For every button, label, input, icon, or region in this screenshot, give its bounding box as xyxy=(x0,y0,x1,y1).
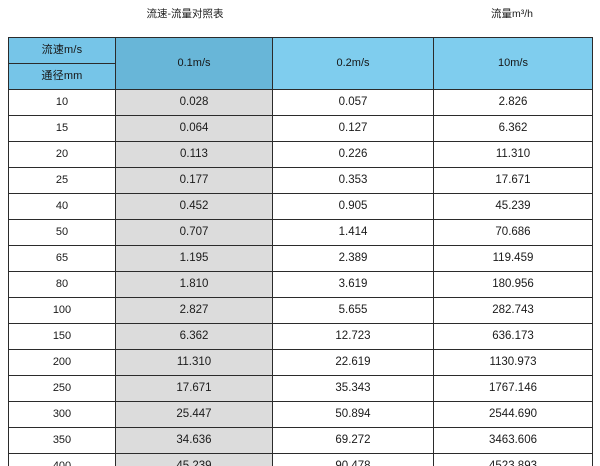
cell-flow-v10: 11.310 xyxy=(433,141,593,168)
cell-flow-v10: 636.173 xyxy=(433,323,593,350)
table-row: 300 25.447 50.894 2544.690 xyxy=(8,401,593,428)
caption-row: 流速-流量对照表 流量m³/h xyxy=(0,0,600,34)
table-row: 350 34.636 69.272 3463.606 xyxy=(8,427,593,454)
cell-flow-v01: 2.827 xyxy=(115,297,273,324)
table-container: 流速m/s 通径mm 0.1m/s 0.2m/s 10m/s 10 0.028 0.… xyxy=(8,37,593,466)
column-header-v01: 0.1m/s xyxy=(115,37,273,90)
cell-flow-v10: 70.686 xyxy=(433,219,593,246)
cell-diameter: 20 xyxy=(8,141,116,168)
cell-flow-v10: 45.239 xyxy=(433,193,593,220)
flow-unit-label: 流量m³/h xyxy=(491,8,533,20)
cell-flow-v10: 4523.893 xyxy=(433,453,593,466)
cell-diameter: 150 xyxy=(8,323,116,350)
cell-flow-v10: 119.459 xyxy=(433,245,593,272)
column-header-v02: 0.2m/s xyxy=(272,37,434,90)
cell-flow-v02: 0.127 xyxy=(272,115,434,142)
table-head: 流速m/s 通径mm 0.1m/s 0.2m/s 10m/s xyxy=(8,37,593,90)
table-row: 50 0.707 1.414 70.686 xyxy=(8,219,593,246)
table-row: 15 0.064 0.127 6.362 xyxy=(8,115,593,142)
table-row: 400 45.239 90.478 4523.893 xyxy=(8,453,593,466)
cell-diameter: 400 xyxy=(8,453,116,466)
cell-diameter: 25 xyxy=(8,167,116,194)
cell-diameter: 100 xyxy=(8,297,116,324)
table-row: 200 11.310 22.619 1130.973 xyxy=(8,349,593,376)
cell-flow-v01: 0.064 xyxy=(115,115,273,142)
cell-flow-v01: 1.195 xyxy=(115,245,273,272)
cell-diameter: 300 xyxy=(8,401,116,428)
cell-flow-v02: 35.343 xyxy=(272,375,434,402)
cell-flow-v01: 0.707 xyxy=(115,219,273,246)
table-row: 10 0.028 0.057 2.826 xyxy=(8,89,593,116)
cell-flow-v10: 6.362 xyxy=(433,115,593,142)
table-row: 250 17.671 35.343 1767.146 xyxy=(8,375,593,402)
cell-flow-v10: 2.826 xyxy=(433,89,593,116)
cell-flow-v02: 3.619 xyxy=(272,271,434,298)
table-row: 150 6.362 12.723 636.173 xyxy=(8,323,593,350)
cell-flow-v01: 6.362 xyxy=(115,323,273,350)
cell-flow-v02: 0.057 xyxy=(272,89,434,116)
cell-flow-v02: 2.389 xyxy=(272,245,434,272)
cell-flow-v01: 17.671 xyxy=(115,375,273,402)
cell-flow-v02: 5.655 xyxy=(272,297,434,324)
cell-diameter: 40 xyxy=(8,193,116,220)
cell-diameter: 350 xyxy=(8,427,116,454)
cell-diameter: 80 xyxy=(8,271,116,298)
cell-flow-v01: 45.239 xyxy=(115,453,273,466)
cell-flow-v02: 0.226 xyxy=(272,141,434,168)
table-row: 100 2.827 5.655 282.743 xyxy=(8,297,593,324)
cell-diameter: 15 xyxy=(8,115,116,142)
cell-flow-v10: 3463.606 xyxy=(433,427,593,454)
cell-flow-v02: 1.414 xyxy=(272,219,434,246)
cell-flow-v01: 0.452 xyxy=(115,193,273,220)
cell-flow-v01: 25.447 xyxy=(115,401,273,428)
cell-flow-v10: 1767.146 xyxy=(433,375,593,402)
cell-flow-v10: 282.743 xyxy=(433,297,593,324)
cell-diameter: 65 xyxy=(8,245,116,272)
table-body: 10 0.028 0.057 2.826 15 0.064 0.127 6.362 20 0.11… xyxy=(8,89,593,466)
corner-header-cell: 流速m/s 通径mm xyxy=(8,37,116,90)
corner-diameter-label: 通径mm xyxy=(41,70,83,82)
cell-flow-v01: 0.028 xyxy=(115,89,273,116)
flow-velocity-table: 流速m/s 通径mm 0.1m/s 0.2m/s 10m/s 10 0.028 0.… xyxy=(8,37,593,466)
cell-flow-v02: 0.353 xyxy=(272,167,434,194)
table-row: 65 1.195 2.389 119.459 xyxy=(8,245,593,272)
table-row: 25 0.177 0.353 17.671 xyxy=(8,167,593,194)
cell-flow-v01: 34.636 xyxy=(115,427,273,454)
table-row: 80 1.810 3.619 180.956 xyxy=(8,271,593,298)
cell-flow-v10: 1130.973 xyxy=(433,349,593,376)
cell-flow-v10: 180.956 xyxy=(433,271,593,298)
cell-flow-v01: 0.113 xyxy=(115,141,273,168)
cell-flow-v02: 90.478 xyxy=(272,453,434,466)
cell-flow-v02: 50.894 xyxy=(272,401,434,428)
cell-flow-v02: 22.619 xyxy=(272,349,434,376)
cell-diameter: 200 xyxy=(8,349,116,376)
cell-flow-v02: 69.272 xyxy=(272,427,434,454)
table-title: 流速-流量对照表 xyxy=(146,8,224,20)
cell-flow-v01: 0.177 xyxy=(115,167,273,194)
cell-diameter: 250 xyxy=(8,375,116,402)
table-row: 40 0.452 0.905 45.239 xyxy=(8,193,593,220)
column-header-v10: 10m/s xyxy=(433,37,593,90)
cell-flow-v02: 12.723 xyxy=(272,323,434,350)
cell-diameter: 50 xyxy=(8,219,116,246)
cell-flow-v01: 11.310 xyxy=(115,349,273,376)
cell-flow-v01: 1.810 xyxy=(115,271,273,298)
cell-flow-v10: 2544.690 xyxy=(433,401,593,428)
header-row: 流速m/s 通径mm 0.1m/s 0.2m/s 10m/s xyxy=(8,37,593,90)
cell-flow-v10: 17.671 xyxy=(433,167,593,194)
cell-flow-v02: 0.905 xyxy=(272,193,434,220)
corner-velocity-label: 流速m/s xyxy=(9,38,115,64)
table-row: 20 0.113 0.226 11.310 xyxy=(8,141,593,168)
cell-diameter: 10 xyxy=(8,89,116,116)
